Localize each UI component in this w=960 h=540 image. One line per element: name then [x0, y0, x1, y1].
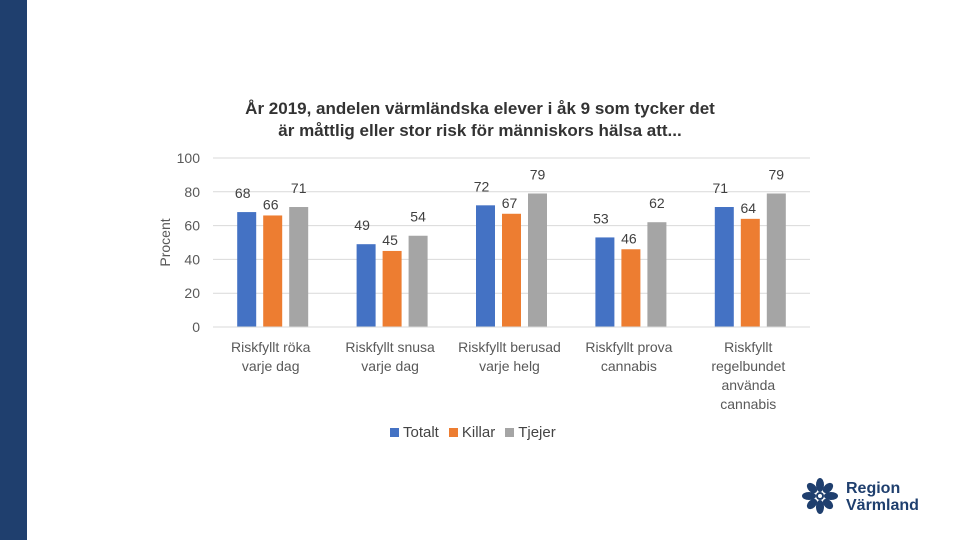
- x-tick-label: regelbundet: [711, 358, 785, 374]
- bar-killar: [502, 213, 521, 327]
- bar-tjejer: [289, 207, 309, 327]
- bar-totalt: [714, 207, 734, 327]
- legend-label-tjejer: Tjejer: [518, 424, 556, 441]
- legend-label-totalt: Totalt: [403, 424, 439, 441]
- data-label: 46: [621, 230, 637, 246]
- data-label: 66: [263, 196, 279, 212]
- x-tick-label: cannabis: [601, 358, 657, 374]
- data-label: 62: [649, 195, 665, 211]
- legend-swatch-tjejer: [505, 428, 515, 437]
- data-label: 53: [593, 210, 609, 226]
- data-label: 54: [410, 209, 426, 225]
- x-tick-label: cannabis: [720, 396, 776, 412]
- logo-line-1: Region: [846, 480, 901, 497]
- chart-legend: Totalt Killar Tjejer: [390, 424, 556, 441]
- data-label: 79: [769, 166, 785, 182]
- y-tick-label: 0: [192, 319, 200, 335]
- data-label: 79: [530, 166, 546, 182]
- bar-tjejer: [528, 193, 547, 327]
- legend-item-killar: Killar: [448, 424, 496, 441]
- data-label: 68: [235, 185, 251, 201]
- data-label: 71: [291, 180, 307, 196]
- legend-item-totalt: Totalt: [390, 424, 439, 441]
- y-tick-label: 100: [177, 150, 201, 166]
- legend-label-killar: Killar: [461, 424, 496, 441]
- data-label: 72: [474, 178, 490, 194]
- bar-killar: [740, 218, 760, 327]
- bar-totalt: [356, 244, 376, 327]
- x-tick-label: Riskfyllt berusad: [458, 339, 561, 355]
- data-label: 64: [741, 200, 757, 216]
- chart-title-line-2: är måttlig eller stor risk för människor…: [278, 121, 682, 140]
- x-tick-label: varje dag: [361, 358, 419, 374]
- snowflake-logo-icon: [802, 478, 838, 514]
- legend-swatch-killar: [448, 428, 458, 437]
- x-tick-label: Riskfyllt prova: [585, 339, 672, 355]
- chart-title: År 2019, andelen värmländska elever i åk…: [160, 98, 800, 142]
- y-tick-label: 60: [184, 218, 200, 234]
- sidebar-accent: [0, 0, 27, 540]
- bar-killar: [621, 249, 641, 327]
- x-tick-label: använda: [721, 377, 775, 393]
- data-label: 45: [382, 232, 398, 248]
- bar-killar: [382, 250, 402, 327]
- x-tick-label: Riskfyllt snusa: [345, 339, 435, 355]
- bar-tjejer: [766, 193, 786, 327]
- data-label: 49: [354, 217, 370, 233]
- bar-totalt: [476, 205, 495, 327]
- logo-text: Region Värmland: [846, 480, 919, 514]
- chart-title-line-1: År 2019, andelen värmländska elever i åk…: [245, 99, 715, 118]
- data-label: 67: [502, 195, 518, 211]
- y-tick-label: 40: [184, 251, 200, 267]
- x-tick-label: varje helg: [479, 358, 540, 374]
- bar-totalt: [237, 212, 257, 327]
- bar-killar: [263, 215, 283, 327]
- x-tick-label: Riskfyllt: [724, 339, 772, 355]
- region-varmland-logo: Region Värmland: [800, 476, 940, 516]
- y-axis-title: Procent: [157, 218, 173, 266]
- x-tick-label: varje dag: [242, 358, 300, 374]
- bar-tjejer: [647, 222, 667, 327]
- legend-swatch-totalt: [390, 428, 399, 437]
- data-label: 71: [713, 180, 729, 196]
- bar-tjejer: [408, 235, 428, 327]
- x-tick-label: Riskfyllt röka: [231, 339, 311, 355]
- logo-line-2: Värmland: [846, 497, 919, 514]
- y-tick-label: 80: [184, 184, 200, 200]
- y-tick-label: 20: [184, 285, 200, 301]
- legend-item-tjejer: Tjejer: [505, 424, 556, 441]
- bar-totalt: [595, 237, 615, 327]
